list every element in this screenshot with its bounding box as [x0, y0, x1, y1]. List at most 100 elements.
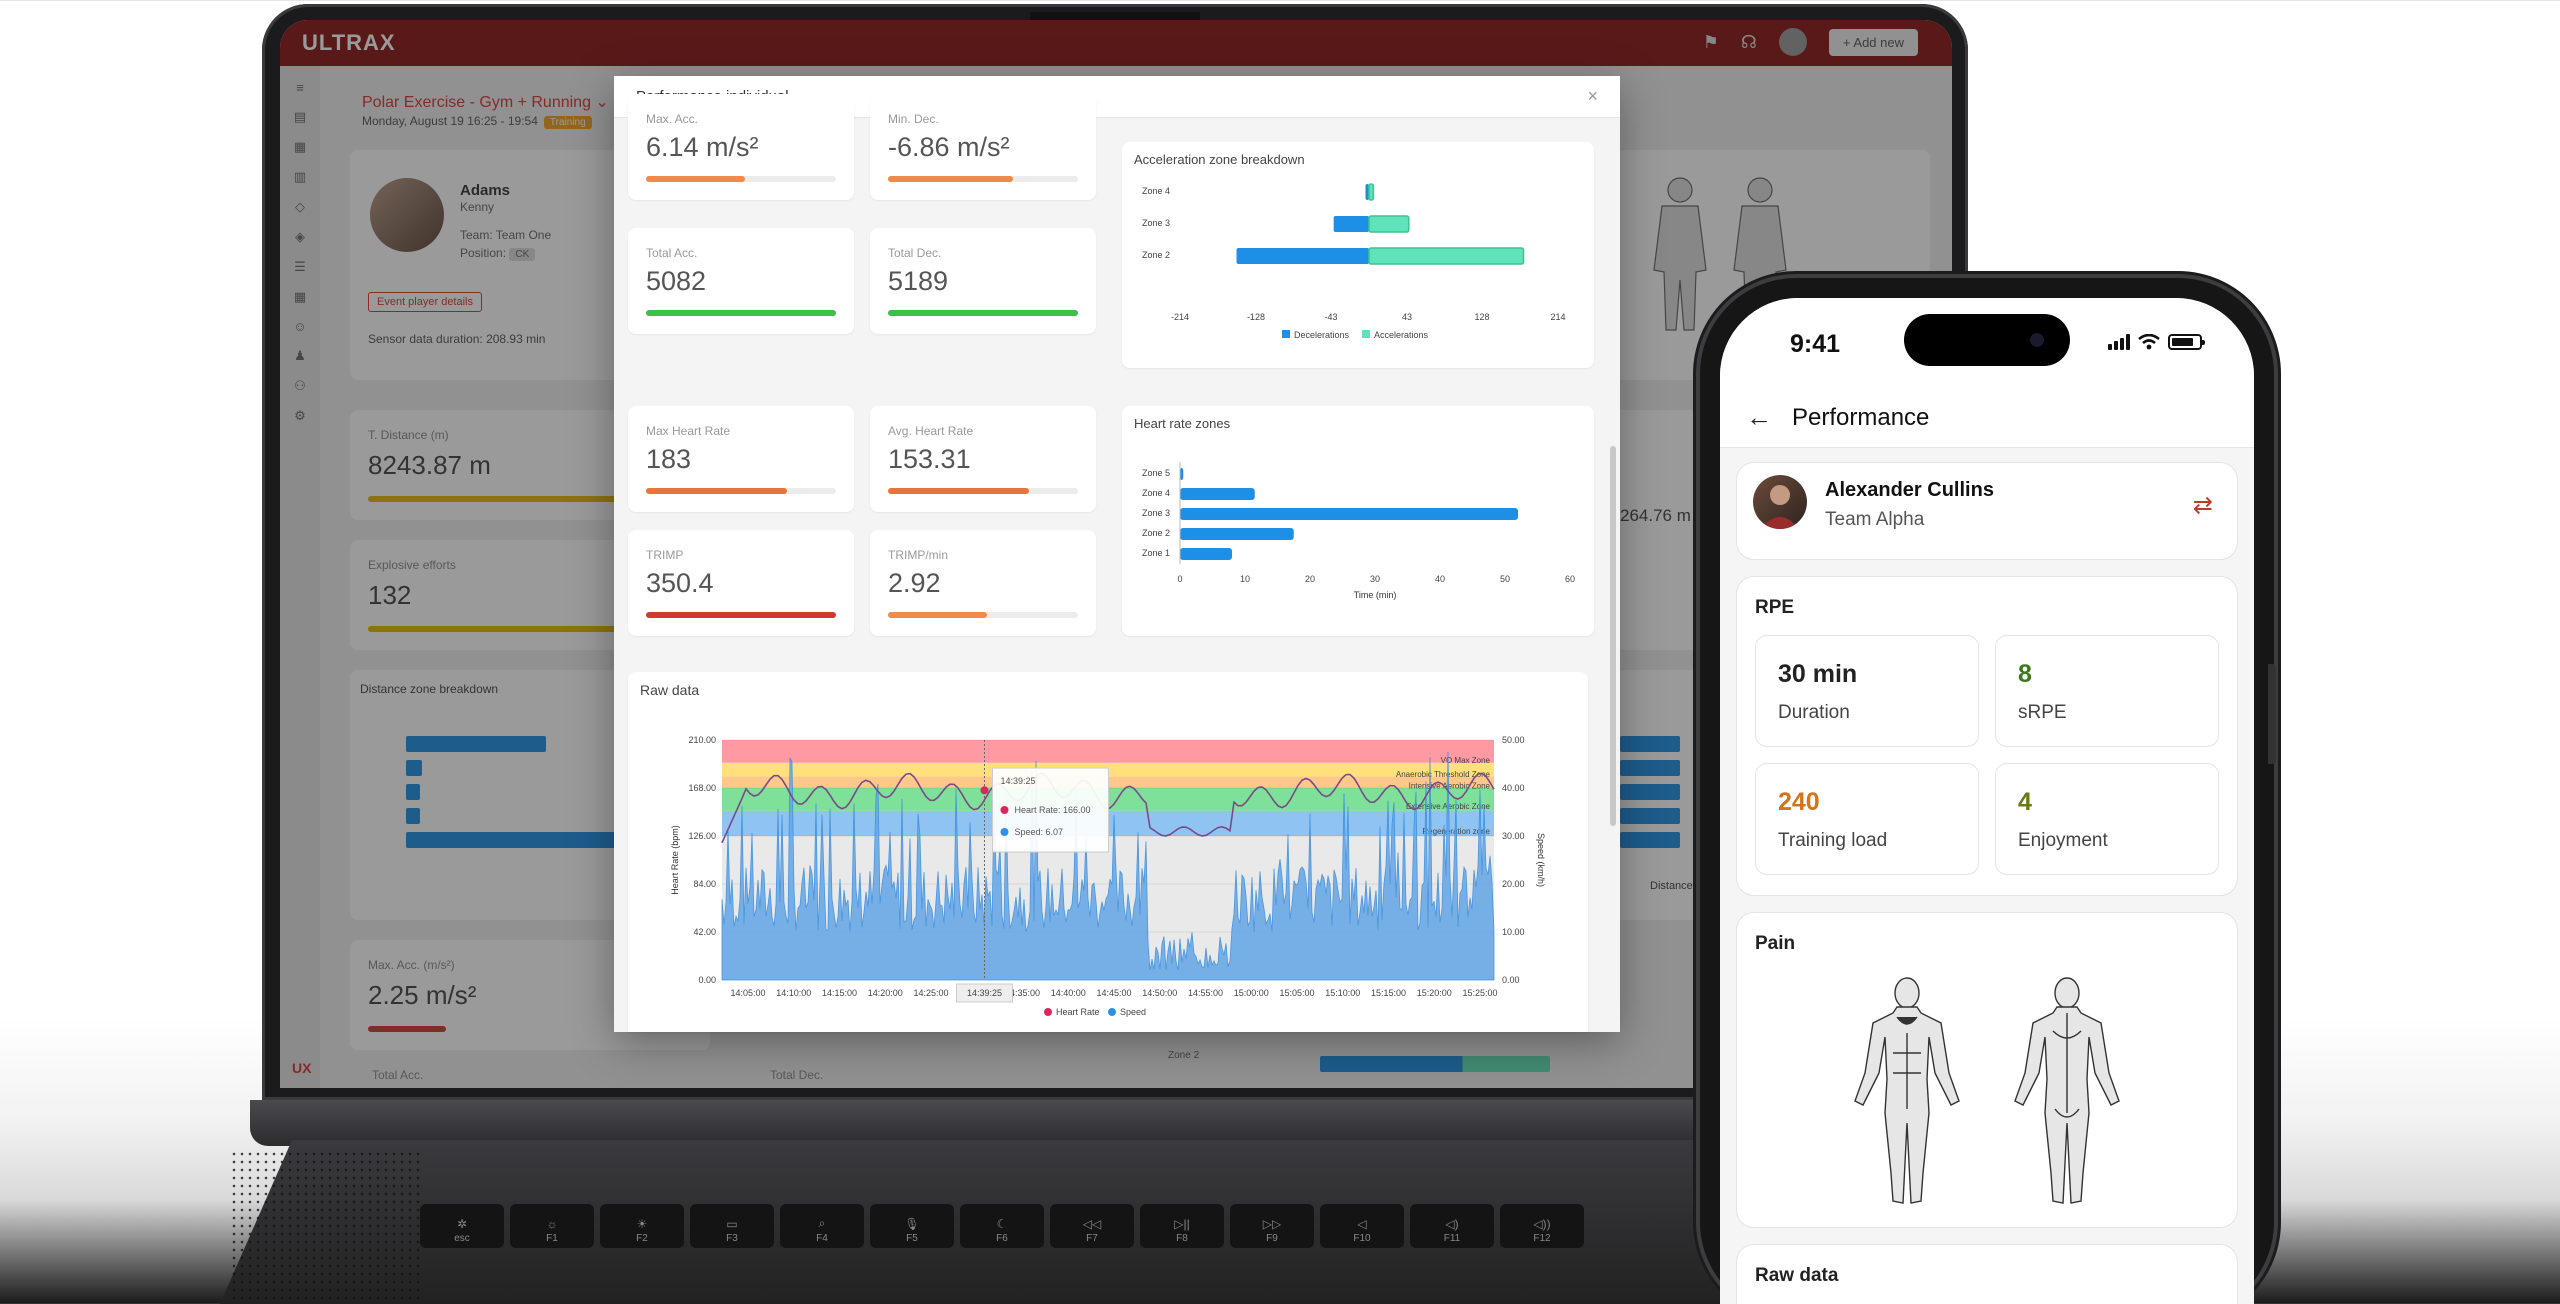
brand-badge: UX — [292, 1060, 312, 1076]
key-label: F7 — [1086, 1233, 1098, 1244]
hr-zone-bar — [1180, 508, 1518, 520]
key-icon: ◁ — [1357, 1217, 1367, 1231]
event-title[interactable]: Polar Exercise - Gym + Running ⌄ — [362, 94, 609, 111]
key-f11[interactable]: ◁) F11 — [1410, 1204, 1494, 1248]
player-position: Position: CK — [460, 246, 536, 261]
zone-bar — [1620, 832, 1680, 848]
raw-data-chart[interactable]: VO Max Zone Anaerobic Threshold Zone Inten… — [628, 672, 1588, 1032]
kpi-progress-track — [646, 310, 836, 316]
max-acc-label: Max. Acc. (m/s²) — [368, 958, 455, 972]
duration-stat[interactable]: 30 min Duration — [1755, 635, 1979, 747]
zone-name: VO Max Zone — [1441, 756, 1491, 765]
list-icon[interactable]: ☰ — [294, 259, 306, 274]
body-pain-map[interactable] — [1737, 913, 2239, 1229]
y2-tick-label: 30.00 — [1502, 831, 1525, 841]
add-new-button[interactable]: + Add new — [1828, 28, 1918, 56]
player-card[interactable]: Alexander Cullins Team Alpha ⇄ — [1736, 462, 2238, 560]
wifi-icon — [2138, 334, 2160, 350]
key-f6[interactable]: ☾ F6 — [960, 1204, 1044, 1248]
y-tick-label: 168.00 — [688, 783, 716, 793]
dynamic-island — [1904, 314, 2070, 366]
x-tick-label: 14:25:00 — [913, 988, 948, 998]
close-icon[interactable]: × — [1587, 86, 1598, 106]
kpi-progress-fill — [646, 488, 787, 494]
phone-screen: 9:41 ← Performance Alexander Cullins Tea… — [1720, 298, 2254, 1304]
grid-icon[interactable]: ▦ — [293, 289, 307, 304]
x-tick-label: -128 — [1247, 312, 1265, 322]
zone-bar — [406, 760, 422, 776]
kpi-value: 6.14 m/s² — [646, 132, 759, 162]
x-tick-label: 20 — [1305, 574, 1315, 584]
event-details-button[interactable]: Event player details — [368, 292, 482, 312]
key-esc[interactable]: ✲ esc — [420, 1204, 504, 1248]
kpi-progress-track — [888, 176, 1078, 182]
key-f3[interactable]: ▭ F3 — [690, 1204, 774, 1248]
user-avatar[interactable] — [1778, 28, 1807, 56]
kpi-progress-track — [888, 488, 1078, 494]
distance-axis-label: Distance — [1650, 880, 1693, 892]
x-tick-label: 15:15:00 — [1371, 988, 1406, 998]
kpi-value: 183 — [646, 444, 692, 474]
key-icon: ◁)) — [1533, 1217, 1551, 1231]
key-icon: ▭ — [726, 1217, 738, 1231]
x-tick-label: 10 — [1240, 574, 1250, 584]
explosive-value: 132 — [368, 580, 412, 610]
key-f8[interactable]: ▷|| F8 — [1140, 1204, 1224, 1248]
total-dec-label: Total Dec. — [770, 1068, 824, 1082]
crosshair-time: 14:39:25 — [967, 988, 1002, 998]
player-team: Team Alpha — [1825, 509, 1925, 530]
key-icon: ◁) — [1445, 1217, 1459, 1231]
key-f9[interactable]: ▷▷ F9 — [1230, 1204, 1314, 1248]
flag-icon[interactable]: ⚑ — [1702, 31, 1719, 52]
total-acc-label: Total Acc. — [372, 1068, 424, 1082]
kpi-progress-track — [646, 488, 836, 494]
hr-zone-band — [722, 740, 1494, 763]
tooltip-speed-dot — [1000, 828, 1009, 836]
swap-player-icon[interactable]: ⇄ — [2192, 492, 2213, 519]
x-tick-label: 14:35:00 — [1005, 988, 1040, 998]
event-date: Monday, August 19 16:25 - 19:54 Training — [362, 114, 592, 129]
tag-icon[interactable]: ◈ — [295, 229, 305, 244]
team-icon[interactable]: ♟ — [294, 348, 306, 363]
keyboard: ✲ esc ☼ F1 ☀ F2 ▭ F3 ⌕ F4 🎙 F5 ☾ F6 ◁◁ F7 ▷|| F8 ▷▷ F9 ◁ F10 ◁… — [420, 1204, 1720, 1304]
users-icon[interactable]: ☺ — [293, 319, 307, 334]
headset-icon[interactable]: ☊ — [1740, 31, 1757, 52]
accel-zone-panel: Acceleration zone breakdown Zone 4 Zone 3… — [1122, 142, 1594, 368]
key-f2[interactable]: ☀ F2 — [600, 1204, 684, 1248]
x-tick-label: 43 — [1402, 312, 1412, 322]
tooltip-hr-dot — [1000, 806, 1009, 814]
hr-zone-title: Heart rate zones — [1134, 416, 1231, 431]
speed-series — [721, 751, 1495, 981]
user-icon[interactable]: ⚇ — [294, 378, 306, 393]
menu-icon[interactable]: ≡ — [296, 80, 304, 95]
key-f10[interactable]: ◁ F10 — [1320, 1204, 1404, 1248]
chart-icon[interactable]: ▥ — [293, 169, 307, 184]
key-label: F1 — [546, 1233, 558, 1244]
srpe-stat[interactable]: 8 sRPE — [1995, 635, 2219, 747]
key-icon: ▷|| — [1174, 1217, 1190, 1231]
modal-scrollbar[interactable] — [1610, 446, 1616, 826]
diamond-icon[interactable]: ◇ — [295, 199, 305, 214]
legend-label: Decelerations — [1294, 330, 1350, 340]
enjoyment-stat[interactable]: 4 Enjoyment — [1995, 763, 2219, 875]
event-tag: Training — [543, 116, 592, 129]
zone-label: Zone 2 — [1142, 528, 1170, 538]
crosshair-time-box — [955, 983, 1013, 1003]
x-tick-label: 214 — [1550, 312, 1565, 322]
training-load-stat[interactable]: 240 Training load — [1755, 763, 1979, 875]
zone-label: Zone 4 — [1142, 488, 1170, 498]
dashboard-icon[interactable]: ▤ — [293, 109, 307, 124]
settings-icon[interactable]: ⚙ — [294, 408, 306, 423]
key-f4[interactable]: ⌕ F4 — [780, 1204, 864, 1248]
calendar-icon[interactable]: ▦ — [293, 139, 307, 154]
x-tick-label: 128 — [1475, 312, 1490, 322]
key-f1[interactable]: ☼ F1 — [510, 1204, 594, 1248]
key-f12[interactable]: ◁)) F12 — [1500, 1204, 1584, 1248]
key-f5[interactable]: 🎙 F5 — [870, 1204, 954, 1248]
key-icon: ☼ — [546, 1217, 558, 1231]
app-sidebar: ≡ ▤ ▦ ▥ ◇ ◈ ☰ ▦ ☺ ♟ ⚇ ⚙ — [280, 66, 320, 1088]
x-tick-label: 14:15:00 — [822, 988, 857, 998]
back-arrow-icon[interactable]: ← — [1746, 402, 1772, 432]
key-f7[interactable]: ◁◁ F7 — [1050, 1204, 1134, 1248]
kpi-label: TRIMP/min — [888, 548, 948, 562]
